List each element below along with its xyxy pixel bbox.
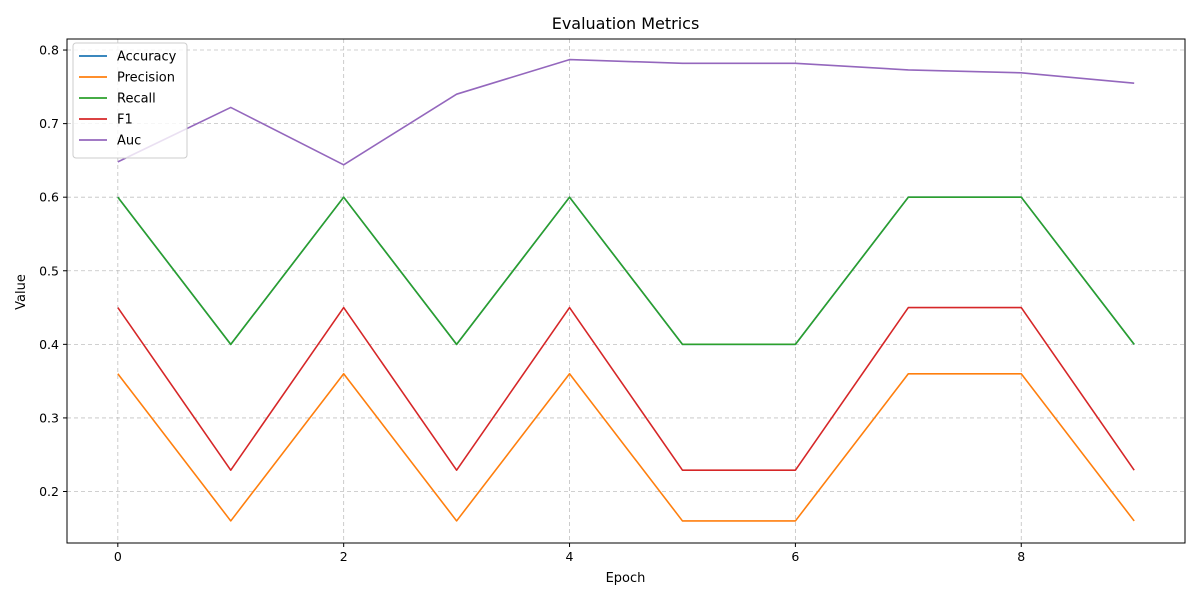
legend-label: Recall [117, 92, 156, 107]
legend-label: F1 [117, 113, 133, 128]
y-tick-label: 0.8 [39, 43, 59, 58]
x-tick-label: 0 [114, 549, 122, 564]
legend-box [72, 42, 188, 159]
legend-label: Auc [117, 134, 141, 149]
series-line-auc [117, 58, 1135, 166]
chart-title: Evaluation Metrics [552, 14, 700, 33]
legend-label: Accuracy [117, 50, 177, 65]
legend-label: Precision [117, 71, 175, 86]
y-tick-label: 0.3 [39, 410, 59, 425]
y-tick-label: 0.5 [39, 263, 59, 278]
y-tick-label: 0.7 [39, 116, 59, 131]
x-tick-label: 2 [340, 549, 348, 564]
y-axis-ticks: 0.2 0.3 0.4 0.5 0.6 0.7 0.8 [39, 43, 67, 499]
x-tick-label: 4 [566, 549, 574, 564]
grid-lines [67, 39, 1185, 543]
plot-area-frame [66, 38, 1186, 544]
legend: Accuracy Precision Recall F1 Auc [72, 42, 188, 159]
x-axis-title: Epoch [606, 571, 646, 586]
x-tick-label: 8 [1017, 549, 1025, 564]
series-line-recall [117, 196, 1135, 346]
x-tick-label: 6 [791, 549, 799, 564]
series-line-f1 [117, 306, 1135, 471]
x-axis-ticks: 0 2 4 6 8 [114, 543, 1025, 564]
series-lines [117, 58, 1135, 522]
series-line-precision [117, 372, 1135, 522]
y-tick-label: 0.2 [39, 484, 59, 499]
y-axis-title: Value [14, 274, 29, 310]
y-tick-label: 0.4 [39, 337, 59, 352]
y-tick-label: 0.6 [39, 190, 59, 205]
